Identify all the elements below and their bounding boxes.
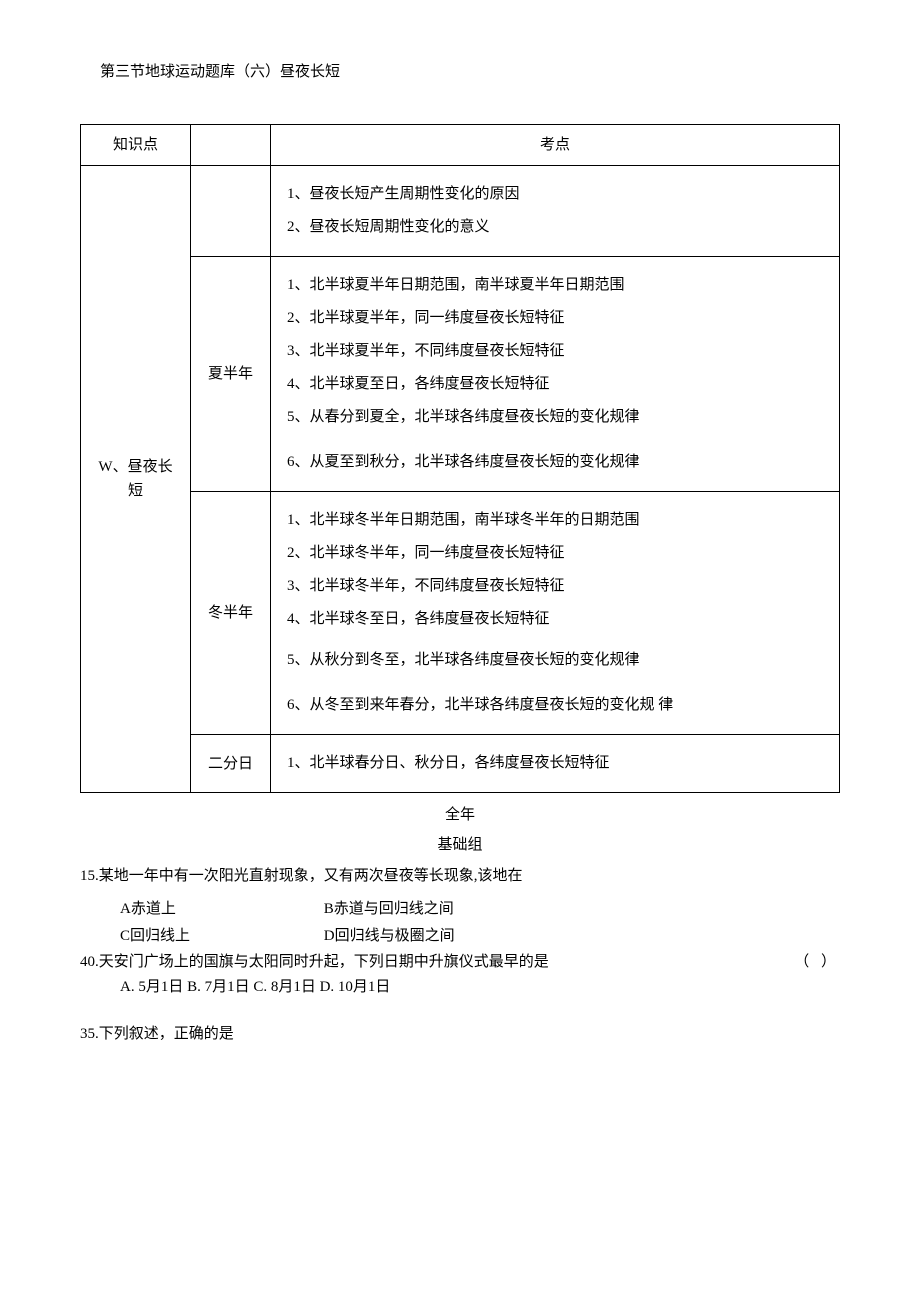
point-text: 4、北半球冬至日，各纬度昼夜长短特征 [287, 603, 823, 636]
point-text: 1、北半球夏半年日期范围，南半球夏半年日期范围 [287, 269, 823, 302]
q15-option-a: A赤道上 [120, 896, 320, 923]
row3-col2: 二分日 [191, 735, 271, 793]
knowledge-table: 知识点 考点 W、昼夜长短 1、昼夜长短产生周期性变化的原因 2、昼夜长短周期性… [80, 124, 840, 793]
section-full-year: 全年 [80, 803, 840, 827]
section-basic-group: 基础组 [80, 833, 840, 857]
row1-col2: 夏半年 [191, 257, 271, 492]
q15-option-d: D回归线与极圈之间 [324, 928, 455, 944]
table-header-row: 知识点 考点 [81, 125, 840, 166]
row2-col2: 冬半年 [191, 492, 271, 735]
point-text: 4、北半球夏至日，各纬度昼夜长短特征 [287, 368, 823, 401]
question-40: 40.天安门广场上的国旗与太阳同时升起，下列日期中升旗仪式最早的是 （ ） [80, 950, 840, 974]
q35-text: 下列叙述，正确的是 [99, 1026, 234, 1042]
q15-options-line1: A赤道上 B赤道与回归线之间 [80, 896, 840, 923]
document-title: 第三节地球运动题库（六）昼夜长短 [80, 60, 840, 84]
point-text: 2、北半球夏半年，同一纬度昼夜长短特征 [287, 302, 823, 335]
col1-label: W、昼夜长短 [81, 166, 191, 793]
table-row: 二分日 1、北半球春分日、秋分日，各纬度昼夜长短特征 [81, 735, 840, 793]
table-row: 冬半年 1、北半球冬半年日期范围，南半球冬半年的日期范围 2、北半球冬半年，同一… [81, 492, 840, 735]
point-text: 2、北半球冬半年，同一纬度昼夜长短特征 [287, 537, 823, 570]
q40-text: 天安门广场上的国旗与太阳同时升起，下列日期中升旗仪式最早的是 [99, 954, 549, 970]
point-text: 6、从冬至到来年春分，北半球各纬度昼夜长短的变化规 律 [287, 689, 823, 722]
point-text: 6、从夏至到秋分，北半球各纬度昼夜长短的变化规律 [287, 446, 823, 479]
row0-col3: 1、昼夜长短产生周期性变化的原因 2、昼夜长短周期性变化的意义 [271, 166, 840, 257]
point-text: 3、北半球冬半年，不同纬度昼夜长短特征 [287, 570, 823, 603]
row1-col3: 1、北半球夏半年日期范围，南半球夏半年日期范围 2、北半球夏半年，同一纬度昼夜长… [271, 257, 840, 492]
table-row: W、昼夜长短 1、昼夜长短产生周期性变化的原因 2、昼夜长短周期性变化的意义 [81, 166, 840, 257]
question-15: 15.某地一年中有一次阳光直射现象，又有两次昼夜等长现象,该地在 [80, 863, 840, 890]
point-text: 2、昼夜长短周期性变化的意义 [287, 211, 823, 244]
row2-col3: 1、北半球冬半年日期范围，南半球冬半年的日期范围 2、北半球冬半年，同一纬度昼夜… [271, 492, 840, 735]
q40-options: A. 5月1日 B. 7月1日 C. 8月1日 D. 10月1日 [80, 974, 840, 1001]
point-text: 5、从秋分到冬至，北半球各纬度昼夜长短的变化规律 [287, 644, 823, 677]
table-row: 夏半年 1、北半球夏半年日期范围，南半球夏半年日期范围 2、北半球夏半年，同一纬… [81, 257, 840, 492]
question-35: 35.下列叙述，正确的是 [80, 1021, 840, 1048]
point-text: 1、昼夜长短产生周期性变化的原因 [287, 178, 823, 211]
header-col2 [191, 125, 271, 166]
q15-option-b: B赤道与回归线之间 [324, 901, 454, 917]
q15-number: 15. [80, 868, 99, 884]
row0-col2 [191, 166, 271, 257]
q40-number: 40. [80, 954, 99, 970]
header-col3: 考点 [271, 125, 840, 166]
q15-option-c: C回归线上 [120, 923, 320, 950]
q40-paren: （ ） [814, 950, 840, 974]
q15-text: 某地一年中有一次阳光直射现象，又有两次昼夜等长现象,该地在 [99, 868, 523, 884]
q15-options-line2: C回归线上 D回归线与极圈之间 [80, 923, 840, 950]
header-col1: 知识点 [81, 125, 191, 166]
point-text: 5、从春分到夏全，北半球各纬度昼夜长短的变化规律 [287, 401, 823, 434]
point-text: 3、北半球夏半年，不同纬度昼夜长短特征 [287, 335, 823, 368]
q35-number: 35. [80, 1026, 99, 1042]
point-text: 1、北半球春分日、秋分日，各纬度昼夜长短特征 [287, 747, 823, 780]
point-text: 1、北半球冬半年日期范围，南半球冬半年的日期范围 [287, 504, 823, 537]
row3-col3: 1、北半球春分日、秋分日，各纬度昼夜长短特征 [271, 735, 840, 793]
